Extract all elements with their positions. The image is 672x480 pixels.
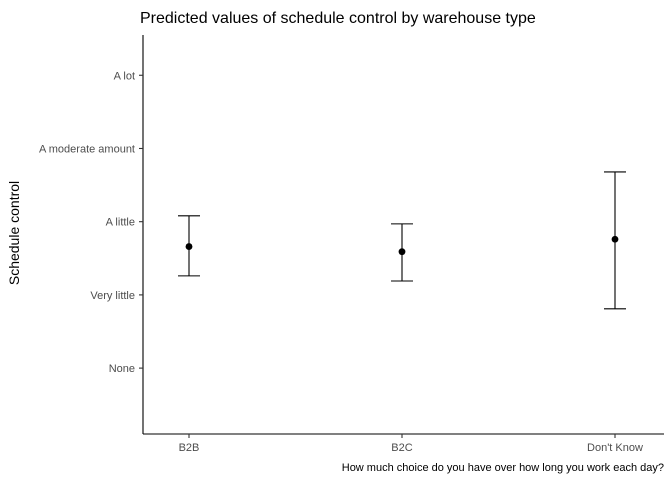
y-tick-label: A little <box>106 217 135 229</box>
y-tick-label: A lot <box>114 70 135 82</box>
x-tick-label: B2B <box>179 442 200 454</box>
x-axis-title: How much choice do you have over how lon… <box>342 462 664 474</box>
data-marks <box>178 171 626 310</box>
y-tick-label: A moderate amount <box>39 143 135 155</box>
data-point <box>398 248 406 256</box>
y-tick-label: Very little <box>90 290 135 302</box>
data-point <box>611 235 619 243</box>
y-axis-ticks: None Very little A little A moderate amount… <box>39 70 143 375</box>
data-point <box>185 243 193 250</box>
x-axis-ticks: B2B B2C Don't Know <box>179 434 643 454</box>
y-tick-label: None <box>109 363 135 375</box>
y-axis-title: Schedule control <box>6 181 22 285</box>
chart-title: Predicted values of schedule control by … <box>140 10 536 27</box>
x-tick-label: B2C <box>391 442 412 454</box>
x-tick-label: Don't Know <box>587 442 643 454</box>
